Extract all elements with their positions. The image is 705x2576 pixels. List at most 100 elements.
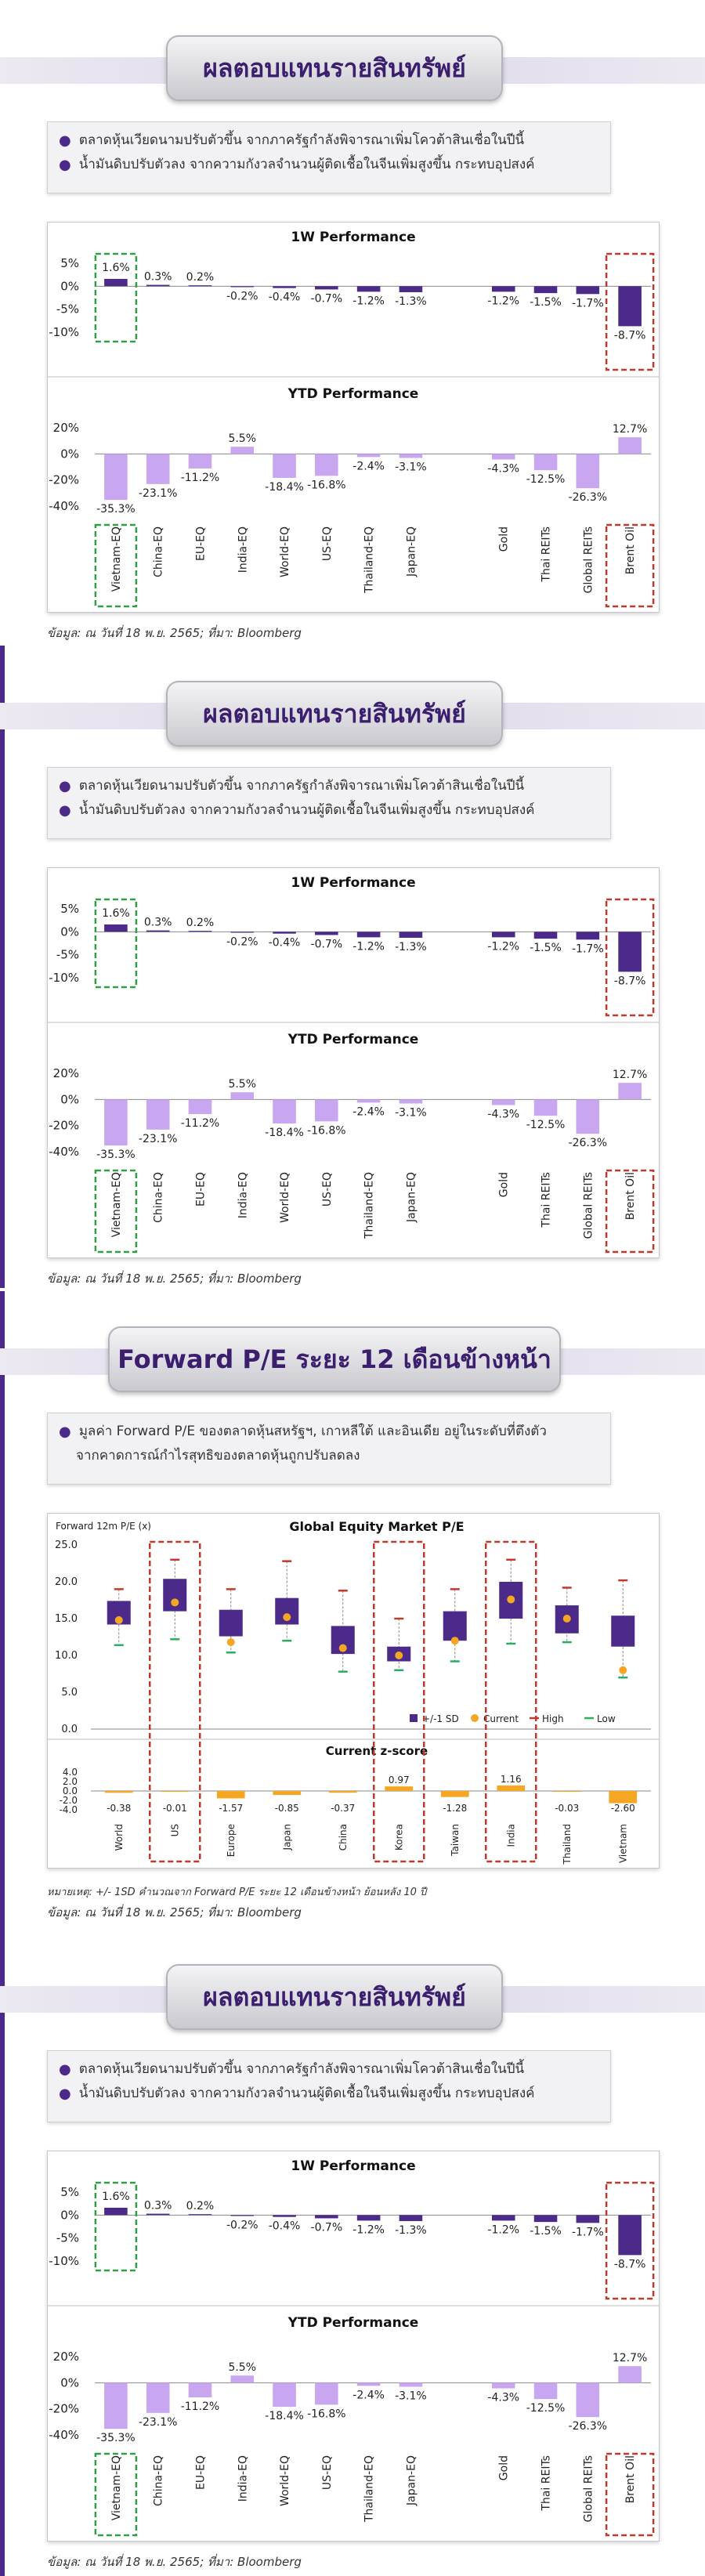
x-tick-label: Vietnam-EQ	[110, 1172, 123, 1237]
y-tick-label: -10%	[49, 2254, 79, 2268]
bar-ytd-Japan-EQ	[399, 2382, 423, 2387]
bar-ytd-Thailand-EQ	[356, 2382, 381, 2386]
x-tick-label: Thailand	[562, 1824, 573, 1865]
x-tick-label: Japan	[281, 1824, 292, 1851]
data-label: -1.7%	[572, 942, 604, 955]
data-label: -23.1%	[139, 2416, 178, 2429]
bar-ytd-Global REITs	[576, 2382, 600, 2418]
y-tick-label: -20%	[49, 473, 79, 487]
data-label: -0.4%	[269, 291, 301, 304]
bar-1w-US-EQ	[315, 2215, 338, 2219]
y-tick-label: 0%	[60, 2208, 79, 2222]
y-tick-label: -4.0	[60, 1804, 78, 1815]
bar-1w-EU-EQ	[188, 285, 212, 287]
x-tick-label: Japan-EQ	[405, 526, 418, 577]
data-label: -1.2%	[487, 940, 519, 953]
x-tick-label: US	[169, 1824, 180, 1836]
bar-ytd-EU-EQ	[188, 2382, 212, 2397]
bar-ytd-Gold	[491, 1099, 515, 1105]
x-tick-label: World-EQ	[279, 526, 291, 577]
data-label: -1.7%	[572, 2226, 604, 2238]
bullet-box: ● ตลาดหุ้นเวียดนามปรับตัวขึ้น จากภาครัฐกำ…	[47, 767, 611, 839]
data-label: 0.2%	[186, 2200, 215, 2212]
data-label: -0.01	[163, 1803, 187, 1814]
zscore-bar-India	[497, 1785, 526, 1791]
y-tick-label: -40%	[49, 1145, 79, 1159]
data-label: 0.2%	[186, 917, 215, 929]
y-tick-label: -10%	[49, 971, 79, 985]
bar-1w-Vietnam-EQ	[104, 2207, 128, 2216]
data-label: -18.4%	[265, 2410, 304, 2422]
data-label: -35.3%	[96, 503, 136, 516]
bar-1w-Japan-EQ	[399, 2215, 423, 2221]
performance-section-3: ผลตอบแทนรายสินทรัพย์ ● ตลาดหุ้นเวียดนามปร…	[0, 1929, 705, 2576]
sd-box-US	[163, 1579, 187, 1612]
bar-1w-US-EQ	[315, 286, 338, 290]
x-tick-label: Brent Oil	[624, 2455, 637, 2503]
y-tick-label: 0%	[60, 447, 79, 461]
x-tick-label: Japan-EQ	[405, 2455, 418, 2506]
x-tick-label: Global REITs	[582, 1172, 595, 1239]
section-banner: ผลตอบแทนรายสินทรัพย์	[0, 681, 705, 751]
data-label: -0.4%	[269, 2220, 301, 2233]
data-label: -0.7%	[311, 2221, 343, 2234]
data-label: -35.3%	[96, 1149, 136, 1161]
x-tick-label: China	[338, 1824, 349, 1851]
x-tick-label: Gold	[498, 2455, 511, 2480]
x-tick-label: China-EQ	[153, 526, 165, 577]
x-tick-label: Gold	[498, 1172, 511, 1197]
bar-ytd-US-EQ	[315, 1099, 338, 1122]
bar-1w-Brent Oil	[618, 286, 642, 327]
data-label: -3.1%	[395, 2390, 427, 2403]
section-banner: ผลตอบแทนรายสินทรัพย์	[0, 1964, 705, 2035]
legend-label: Current	[483, 1713, 519, 1724]
data-label: 1.6%	[102, 907, 130, 920]
current-marker	[171, 1598, 179, 1607]
bullet-item: ● ตลาดหุ้นเวียดนามปรับตัวขึ้น จากภาครัฐกำ…	[59, 778, 525, 794]
y-tick-label: 20%	[53, 1066, 79, 1080]
x-tick-label: US-EQ	[321, 2455, 334, 2490]
zscore-bar-Japan	[273, 1791, 302, 1796]
x-tick-label: EU-EQ	[194, 2455, 207, 2490]
data-label: 0.2%	[186, 271, 215, 284]
y-tick-label: -40%	[49, 2428, 79, 2442]
x-tick-label: US-EQ	[321, 526, 334, 561]
x-tick-label: India-EQ	[237, 1172, 249, 1218]
bar-1w-EU-EQ	[188, 2214, 212, 2216]
bar-ytd-US-EQ	[315, 2382, 338, 2405]
highlight-box-green	[94, 523, 138, 608]
bullet-item: ● น้ำมันดิบปรับตัวลง จากความกังวลจำนวนผู้…	[59, 2086, 535, 2102]
data-label: -0.2%	[226, 291, 258, 303]
bar-ytd-EU-EQ	[188, 1099, 212, 1114]
bar-ytd-World-EQ	[273, 2382, 296, 2407]
performance-section-2: ผลตอบแทนรายสินทรัพย์ ● ตลาดหุ้นเวียดนามปร…	[0, 646, 705, 1296]
section-title: ผลตอบแทนรายสินทรัพย์	[203, 52, 466, 83]
performance-section-1: ผลตอบแทนรายสินทรัพย์ ● ตลาดหุ้นเวียดนามปร…	[0, 0, 705, 650]
highlight-box-red	[485, 1540, 537, 1863]
data-label: -0.38	[107, 1803, 131, 1814]
current-marker	[450, 1637, 459, 1645]
x-tick-label: Thailand-EQ	[363, 526, 376, 594]
current-marker	[562, 1615, 571, 1623]
data-label: -26.3%	[569, 2420, 608, 2433]
bar-1w-Gold	[491, 932, 515, 938]
y-tick-label: 0%	[60, 2375, 79, 2390]
x-tick-label: India	[505, 1824, 516, 1847]
data-label: -23.1%	[139, 487, 178, 500]
bullet-item: ● ตลาดหุ้นเวียดนามปรับตัวขึ้น จากภาครัฐกำ…	[59, 2061, 525, 2078]
bar-ytd-World-EQ	[273, 454, 296, 478]
data-label: -1.7%	[572, 297, 604, 309]
y-tick-label: -5%	[56, 948, 79, 962]
bar-ytd-Vietnam-EQ	[104, 1099, 128, 1146]
bullet-item: ● น้ำมันดิบปรับตัวลง จากความกังวลจำนวนผู้…	[59, 157, 535, 173]
data-label: 0.3%	[144, 917, 172, 929]
data-label: -26.3%	[569, 1137, 608, 1149]
data-label: -3.1%	[395, 1107, 427, 1120]
bar-1w-Vietnam-EQ	[104, 278, 128, 287]
bar-ytd-Vietnam-EQ	[104, 2382, 128, 2429]
y-tick-label: 20.0	[55, 1576, 78, 1588]
bar-1w-Vietnam-EQ	[104, 924, 128, 932]
bar-ytd-US-EQ	[315, 454, 338, 476]
x-tick-label: India-EQ	[237, 526, 249, 573]
data-label: 1.6%	[102, 262, 130, 274]
